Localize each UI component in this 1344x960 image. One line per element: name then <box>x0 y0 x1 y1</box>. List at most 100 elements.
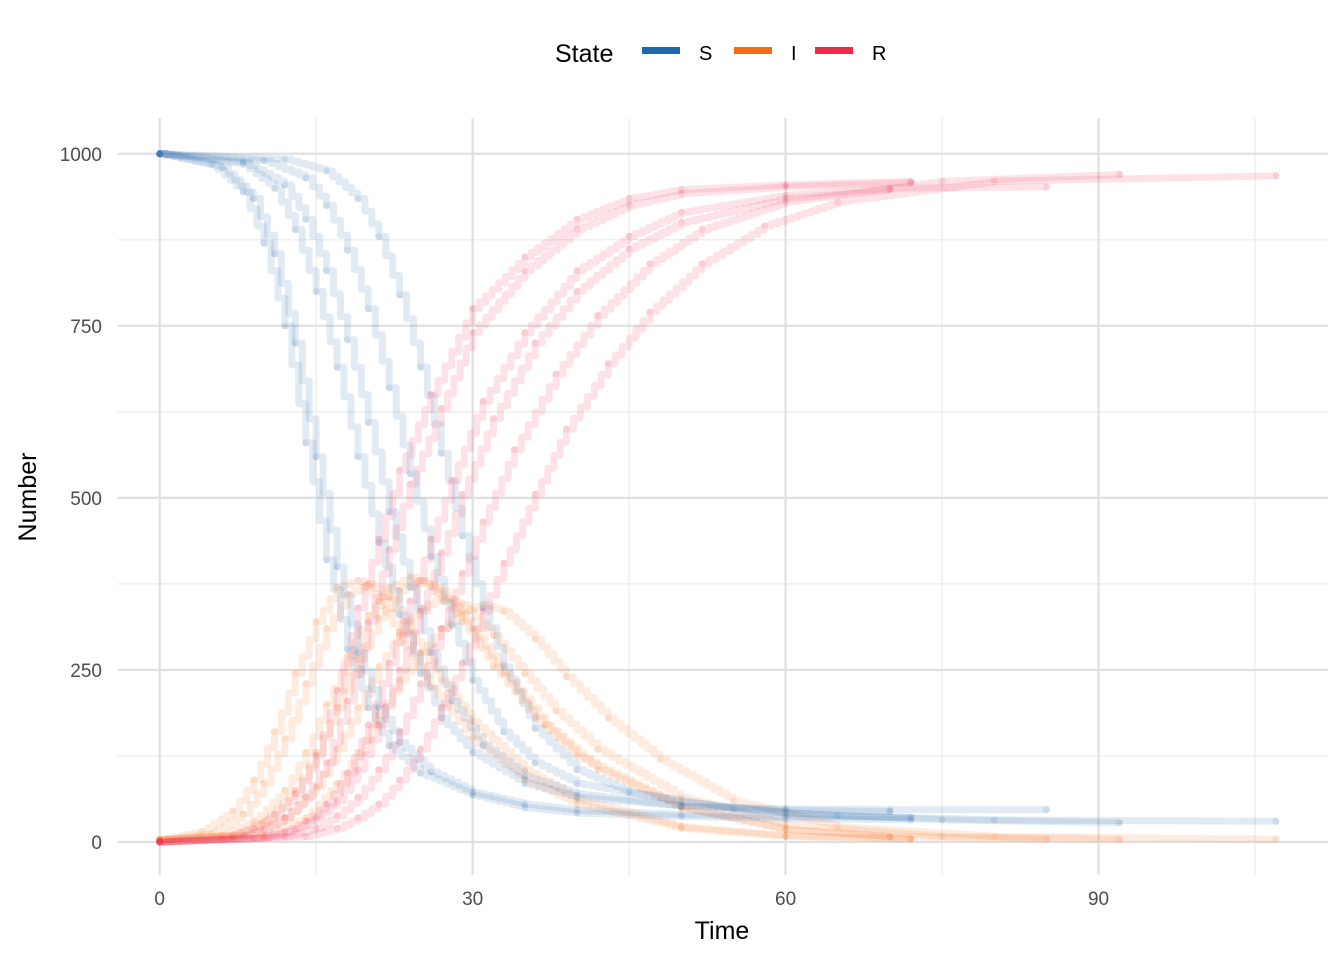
series-point-i <box>782 832 790 840</box>
series-point-r <box>375 800 383 808</box>
series-point-r <box>385 546 393 553</box>
series-line-s-run-5 <box>156 150 1123 827</box>
series-point-s <box>333 363 341 371</box>
series-point-r <box>886 184 894 192</box>
series-point-r <box>500 559 508 567</box>
series-point-r <box>344 769 351 777</box>
series-point-s <box>156 150 164 158</box>
series-point-s <box>156 150 164 158</box>
series-point-s <box>448 621 456 629</box>
legend-label-s: S <box>699 43 712 65</box>
legend-key-i <box>734 47 772 54</box>
y-tick-label: 500 <box>70 489 102 510</box>
series-point-i <box>271 728 278 736</box>
series-point-s <box>417 769 424 777</box>
series-point-r <box>312 752 320 760</box>
series-point-i <box>354 749 362 756</box>
series-point-i <box>156 836 164 844</box>
series-point-i <box>197 828 205 836</box>
series-point-i <box>677 823 685 831</box>
series-point-r <box>458 570 466 578</box>
series-point-r <box>594 312 602 319</box>
y-tick-label: 1000 <box>60 145 102 166</box>
series-point-i <box>500 607 508 615</box>
series-point-r <box>354 604 362 612</box>
series-point-r <box>375 535 383 543</box>
series-point-s <box>239 158 247 166</box>
series-point-i <box>677 824 685 832</box>
series-point-i <box>333 780 341 787</box>
series-point-r <box>479 398 487 405</box>
series-point-s <box>281 155 289 163</box>
series-point-r <box>782 195 790 202</box>
series-point-i <box>458 601 466 608</box>
series-point-i <box>500 669 508 677</box>
x-axis-title: Time <box>695 917 750 945</box>
series-point-r <box>698 226 706 233</box>
series-point-r <box>323 800 331 808</box>
series-point-s <box>323 556 331 564</box>
series-point-s <box>1115 819 1123 827</box>
series-point-r <box>396 728 404 736</box>
series-point-i <box>573 795 581 803</box>
series-point-r <box>573 287 581 295</box>
series-point-s <box>782 815 790 823</box>
series-point-r <box>531 490 539 498</box>
series-line-s-run-6 <box>156 150 1280 825</box>
series-point-s <box>333 563 341 571</box>
series-point-r <box>333 824 341 832</box>
series-point-s <box>573 790 581 798</box>
series-point-s <box>312 453 320 461</box>
series-point-i <box>573 800 581 808</box>
series-point-i <box>385 594 393 602</box>
series-point-i <box>250 817 258 825</box>
series-point-s <box>677 802 685 810</box>
series-point-i <box>250 776 258 784</box>
series-point-s <box>385 742 393 750</box>
series-point-i <box>490 632 497 639</box>
series-point-i <box>364 580 372 588</box>
series-point-s <box>281 181 289 189</box>
series-point-i <box>469 718 477 725</box>
series-point-r <box>291 790 299 798</box>
series-point-i <box>406 573 414 581</box>
series-point-s <box>886 808 894 816</box>
series-point-i <box>782 821 790 829</box>
series-point-i <box>469 735 477 743</box>
series-point-s <box>302 215 310 223</box>
x-tick-label: 90 <box>1088 889 1109 910</box>
series-point-r <box>521 267 529 275</box>
series-point-r <box>281 814 289 822</box>
series-point-s <box>291 226 299 233</box>
series-point-i <box>782 833 790 840</box>
series-point-r <box>458 659 466 667</box>
series-point-s <box>531 759 539 767</box>
series-point-r <box>354 814 362 822</box>
series-point-s <box>677 810 685 818</box>
series-point-s <box>834 812 842 820</box>
series-point-i <box>938 833 946 840</box>
series-point-i <box>1042 835 1050 843</box>
series-point-s <box>323 167 331 175</box>
series-point-r <box>417 680 424 688</box>
series-point-s <box>521 773 529 781</box>
series-point-s <box>239 160 247 168</box>
series-point-i <box>458 618 466 626</box>
series-point-i <box>229 831 237 839</box>
series-point-s <box>573 793 581 801</box>
series-point-s <box>156 150 164 158</box>
series-point-s <box>479 604 487 612</box>
legend-title: State <box>555 40 613 68</box>
series-point-r <box>271 810 278 818</box>
series-point-s <box>938 816 946 824</box>
series-point-i <box>490 663 497 670</box>
series-point-s <box>364 704 372 712</box>
series-point-i <box>907 835 915 843</box>
series-point-r <box>437 625 445 633</box>
series-point-r <box>344 697 351 705</box>
series-point-r <box>479 518 487 526</box>
series-point-i <box>656 755 664 763</box>
series-point-i <box>375 711 383 719</box>
series-point-s <box>427 649 435 657</box>
